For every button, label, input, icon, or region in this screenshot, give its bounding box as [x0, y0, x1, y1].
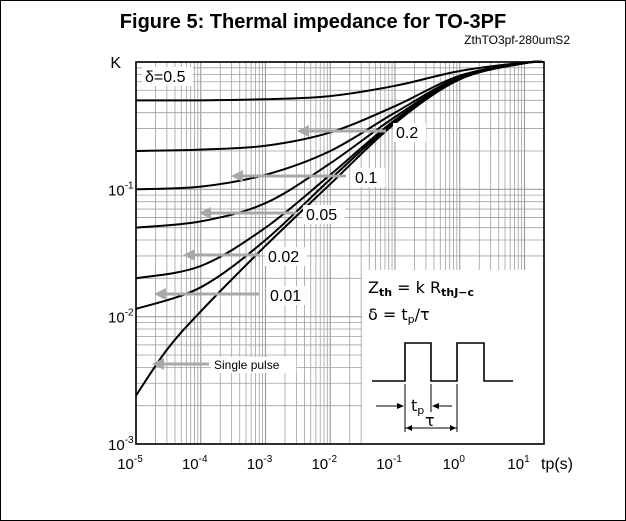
label-single-pulse-arrowhead	[152, 358, 164, 370]
tp-label: tp	[411, 396, 424, 417]
x-tick-label: 10-1	[376, 454, 402, 473]
label-single-pulse: Single pulse	[214, 358, 280, 372]
x-tick-label: 10-4	[182, 454, 208, 473]
y-tick-labels: 10-1 10-2 10-3	[108, 180, 134, 454]
curves	[135, 60, 545, 397]
label-0-2-arrowhead	[297, 125, 309, 137]
label-0-1-arrowhead	[231, 170, 243, 182]
label-0-1: 0.1	[355, 170, 377, 187]
label-0-01: 0.01	[270, 288, 301, 305]
formula-delta: δ = tp/τ	[368, 305, 430, 326]
label-delta-0-5: δ=0.5	[145, 69, 186, 86]
tp-arrowhead-left	[397, 403, 404, 409]
y-tick-label: 10-3	[108, 435, 134, 454]
label-0-1-bg	[352, 168, 385, 187]
chart-code-label: ZthTO3pf-280umS2	[464, 33, 570, 47]
tau-label: τ	[425, 411, 435, 430]
y-axis-label: K	[110, 55, 121, 72]
x-tick-labels: 10-5 10-4 10-3 10-2 10-1 100 101	[117, 454, 530, 473]
y-tick-label: 10-1	[108, 180, 134, 199]
label-0-02: 0.02	[268, 249, 299, 266]
tp-arrowhead-right	[432, 403, 439, 409]
label-0-02-bg	[265, 247, 307, 266]
label-0-05-bg	[303, 205, 345, 224]
formula-box	[362, 270, 544, 444]
label-0-01-arrowhead	[154, 288, 166, 300]
label-single-pulse-bg	[211, 357, 297, 373]
label-arrows	[152, 125, 386, 370]
x-tick-label: 10-2	[311, 454, 337, 473]
x-axis-label: tp(s)	[541, 456, 573, 473]
curve-single-pulse	[135, 60, 545, 397]
x-tick-label: 10-5	[117, 454, 143, 473]
label-0-05: 0.05	[306, 207, 337, 224]
x-tick-label: 101	[507, 454, 530, 473]
plot-border	[135, 61, 545, 445]
label-0-2-bg	[393, 123, 426, 142]
label-delta-0-5-bg	[142, 67, 193, 86]
label-0-01-bg	[267, 286, 309, 305]
tau-arrowhead-right	[450, 425, 456, 431]
curve-labels: δ=0.5 0.2 0.1 0.05 0.02 0.01 Single pulse	[142, 67, 426, 373]
y-tick-label: 10-2	[108, 308, 134, 327]
chart-title: Figure 5: Thermal impedance for TO-3PF	[120, 11, 506, 33]
x-tick-label: 100	[443, 454, 466, 473]
tau-arrowhead-left	[406, 425, 412, 431]
pulse-waveform	[372, 342, 513, 382]
formula-zth: Zth = k RthJ−c	[368, 278, 474, 299]
x-tick-label: 10-3	[247, 454, 273, 473]
label-0-05-arrowhead	[199, 207, 211, 219]
label-0-02-arrowhead	[183, 249, 195, 261]
label-0-2: 0.2	[396, 125, 418, 142]
